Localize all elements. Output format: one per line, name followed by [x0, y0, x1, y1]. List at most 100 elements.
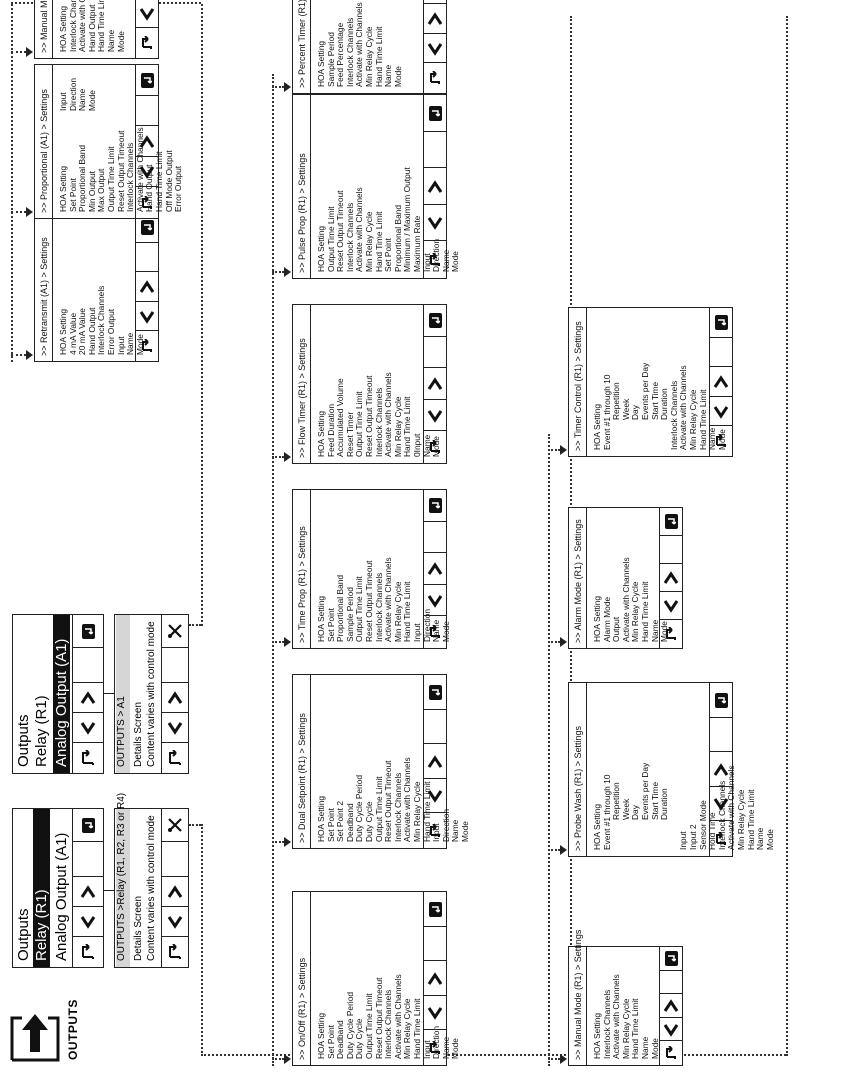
blank-button[interactable] — [424, 925, 446, 962]
back-button[interactable] — [424, 615, 446, 648]
settings-item[interactable]: Error Output — [173, 165, 184, 212]
enter-button[interactable] — [424, 95, 446, 132]
blank-button[interactable] — [710, 336, 732, 368]
down-button[interactable] — [710, 366, 732, 397]
wrench-screwdriver-icon — [168, 624, 182, 639]
up-button[interactable] — [660, 1016, 682, 1042]
down-button[interactable] — [424, 960, 446, 996]
back-button[interactable] — [136, 330, 158, 361]
settings-item[interactable]: Mode — [392, 66, 403, 87]
blank-button[interactable] — [424, 520, 446, 554]
down-button[interactable] — [710, 751, 732, 787]
up-button[interactable] — [73, 906, 103, 937]
back-button[interactable] — [136, 186, 158, 218]
settings-button[interactable] — [162, 615, 188, 648]
enter-button[interactable] — [424, 892, 446, 927]
menu-item-relay-r1[interactable]: Relay (R1) — [33, 809, 50, 967]
down-button[interactable] — [424, 3, 446, 34]
back-button[interactable] — [136, 27, 158, 58]
enter-button[interactable] — [136, 213, 158, 243]
dotted-connector — [201, 824, 203, 1056]
enter-button[interactable] — [136, 65, 158, 96]
back-button[interactable] — [424, 62, 446, 93]
up-button[interactable] — [710, 395, 732, 427]
blank-button[interactable] — [162, 841, 188, 877]
back-button[interactable] — [424, 430, 446, 463]
up-button[interactable] — [660, 591, 682, 620]
up-button[interactable] — [73, 712, 103, 743]
down-button[interactable] — [424, 743, 446, 779]
enter-button[interactable] — [660, 947, 682, 971]
up-button[interactable] — [424, 994, 446, 1031]
dotted-connector — [11, 51, 26, 53]
enter-button[interactable] — [710, 683, 732, 718]
back-button[interactable] — [710, 425, 732, 456]
settings-item[interactable]: Mode — [764, 829, 775, 850]
blank-button[interactable] — [424, 130, 446, 169]
settings-subitem[interactable]: Duration — [659, 788, 670, 820]
enter-button[interactable] — [424, 675, 446, 710]
settings-item[interactable]: Mode — [115, 31, 126, 52]
down-button[interactable] — [424, 167, 446, 205]
down-button[interactable] — [136, 125, 158, 157]
menu-item-analog-output-a1[interactable]: Analog Output (A1) — [53, 832, 70, 961]
blank-button[interactable] — [162, 647, 188, 683]
up-button[interactable] — [162, 712, 188, 743]
blank-button[interactable] — [710, 716, 732, 753]
enter-button[interactable] — [660, 508, 682, 536]
blank-button[interactable] — [136, 94, 158, 127]
up-button[interactable] — [710, 785, 732, 822]
up-button[interactable] — [162, 906, 188, 937]
blank-button[interactable] — [136, 241, 158, 273]
up-button[interactable] — [424, 398, 446, 432]
settings-item[interactable]: Mode — [86, 90, 97, 111]
back-arrow-icon — [169, 750, 181, 765]
down-button[interactable] — [660, 993, 682, 1018]
settings-item[interactable]: Mode — [450, 251, 461, 272]
back-button[interactable] — [162, 936, 188, 967]
down-button[interactable] — [73, 876, 103, 907]
back-button[interactable] — [660, 1040, 682, 1065]
blank-button[interactable] — [424, 0, 446, 5]
down-button[interactable] — [424, 367, 446, 400]
back-button[interactable] — [424, 240, 446, 278]
blank-button[interactable] — [660, 535, 682, 564]
down-button[interactable] — [660, 563, 682, 592]
enter-button[interactable] — [424, 305, 446, 337]
settings-button[interactable] — [162, 809, 188, 842]
back-button[interactable] — [424, 812, 446, 848]
back-button[interactable] — [162, 742, 188, 773]
back-button[interactable] — [73, 742, 103, 773]
blank-button[interactable] — [73, 647, 103, 683]
panel-nav-bar — [423, 892, 446, 1065]
enter-button[interactable] — [73, 615, 103, 648]
down-button[interactable] — [136, 271, 158, 302]
up-button[interactable] — [424, 203, 446, 242]
blank-button[interactable] — [424, 708, 446, 745]
up-button[interactable] — [424, 777, 446, 814]
blank-button[interactable] — [73, 841, 103, 877]
enter-button[interactable] — [710, 308, 732, 338]
down-button[interactable] — [162, 876, 188, 907]
menu-item-analog-output-a1[interactable]: Analog Output (A1) — [53, 615, 70, 773]
up-button[interactable] — [136, 155, 158, 188]
down-button[interactable] — [162, 682, 188, 713]
up-button[interactable] — [136, 300, 158, 332]
up-button[interactable] — [424, 32, 446, 64]
enter-button[interactable] — [73, 809, 103, 842]
back-button[interactable] — [73, 936, 103, 967]
up-button[interactable] — [424, 583, 446, 617]
menu-item-relay-r1[interactable]: Relay (R1) — [33, 695, 50, 767]
connector-line — [104, 890, 114, 891]
enter-button[interactable] — [424, 490, 446, 522]
settings-item[interactable]: Mode — [459, 821, 470, 842]
back-button[interactable] — [710, 820, 732, 856]
back-button[interactable] — [660, 619, 682, 648]
settings-item[interactable]: Mode — [450, 1038, 461, 1059]
blank-button[interactable] — [660, 969, 682, 995]
blank-button[interactable] — [424, 335, 446, 369]
up-button[interactable] — [136, 0, 158, 29]
down-button[interactable] — [424, 552, 446, 585]
back-button[interactable] — [424, 1029, 446, 1065]
down-button[interactable] — [73, 682, 103, 713]
